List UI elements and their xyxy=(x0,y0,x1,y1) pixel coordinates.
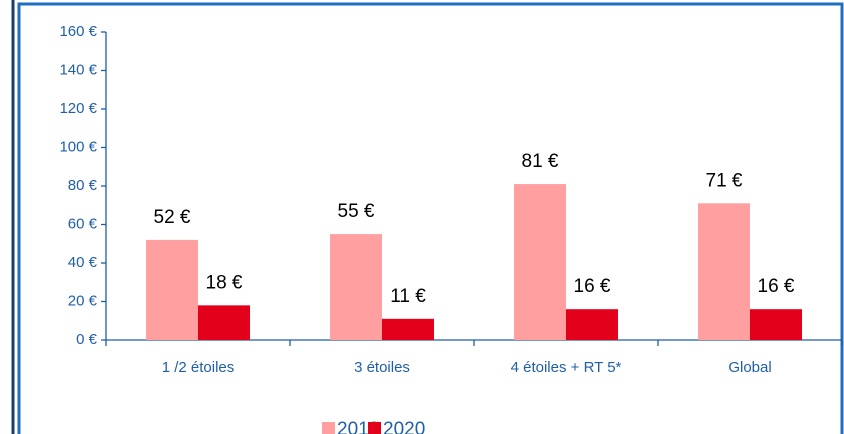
y-tick-label: 120 € xyxy=(59,100,97,117)
y-tick-label: 0 € xyxy=(76,331,98,348)
y-tick-label: 40 € xyxy=(68,254,98,271)
data-label: 18 € xyxy=(206,272,243,293)
legend-swatch xyxy=(368,422,381,434)
y-tick-label: 140 € xyxy=(59,61,97,78)
data-label: 81 € xyxy=(522,151,559,172)
data-label: 55 € xyxy=(338,201,375,222)
bar xyxy=(698,203,750,340)
x-tick-label: 4 étoiles + RT 5* xyxy=(511,359,622,376)
bar xyxy=(198,305,250,340)
y-tick-label: 80 € xyxy=(68,177,98,194)
data-label: 16 € xyxy=(758,276,795,297)
x-tick-label: Global xyxy=(728,359,771,376)
frame xyxy=(17,2,844,434)
y-tick-label: 160 € xyxy=(59,23,97,40)
legend-swatch xyxy=(322,422,335,434)
bar xyxy=(566,309,618,340)
data-label: 71 € xyxy=(706,170,743,191)
bar xyxy=(146,239,198,340)
bar xyxy=(330,234,382,340)
data-label: 11 € xyxy=(390,286,426,307)
x-tick-label: 1 /2 étoiles xyxy=(162,359,235,376)
bar xyxy=(382,318,434,340)
data-label: 52 € xyxy=(154,207,191,228)
bar xyxy=(750,309,802,340)
y-tick-label: 100 € xyxy=(59,138,97,155)
data-label: 16 € xyxy=(574,276,611,297)
bar xyxy=(514,184,566,340)
y-tick-label: 20 € xyxy=(68,292,98,309)
legend-label: 2020 xyxy=(383,419,425,434)
y-tick-label: 60 € xyxy=(68,215,98,232)
x-tick-label: 3 étoiles xyxy=(354,359,410,376)
